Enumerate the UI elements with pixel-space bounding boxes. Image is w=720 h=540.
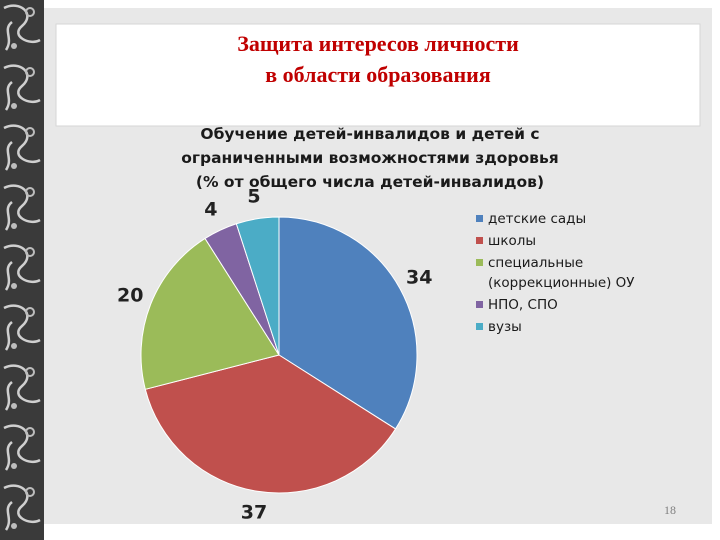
- slide-title: Защита интересов личности в области обра…: [237, 31, 519, 87]
- legend: детские сады школы специальные (коррекцион…: [476, 209, 661, 339]
- value-label: 34: [406, 266, 432, 288]
- pie-slice: [235, 216, 280, 356]
- legend-item: вузы: [476, 317, 661, 337]
- legend-item: школы: [476, 231, 661, 251]
- legend-swatch: [476, 301, 483, 308]
- value-label: 4: [204, 199, 217, 221]
- legend-label: специальные (коррекционные) ОУ: [488, 255, 635, 291]
- value-label: 20: [117, 285, 143, 307]
- legend-swatch: [476, 323, 483, 330]
- legend-swatch: [476, 237, 483, 244]
- legend-label: НПО, СПО: [488, 297, 558, 313]
- value-label: 37: [241, 502, 267, 524]
- slide-number: 18: [664, 503, 676, 517]
- legend-item: НПО, СПО: [476, 295, 661, 315]
- pie-slice: [144, 354, 397, 494]
- legend-label: вузы: [488, 319, 522, 335]
- ornament-strip: [0, 0, 44, 540]
- value-label: 5: [247, 185, 260, 207]
- pie-slice: [278, 216, 418, 430]
- pie-slice: [140, 237, 280, 390]
- legend-label: детские сады: [488, 211, 587, 227]
- legend-swatch: [476, 215, 483, 222]
- legend-item: специальные (коррекционные) ОУ: [476, 253, 661, 293]
- title-box: [55, 23, 701, 127]
- legend-item: детские сады: [476, 209, 661, 229]
- legend-label: школы: [488, 233, 537, 249]
- chart-title: Обучение детей-инвалидов и детей с огран…: [181, 125, 559, 191]
- legend-swatch: [476, 259, 483, 266]
